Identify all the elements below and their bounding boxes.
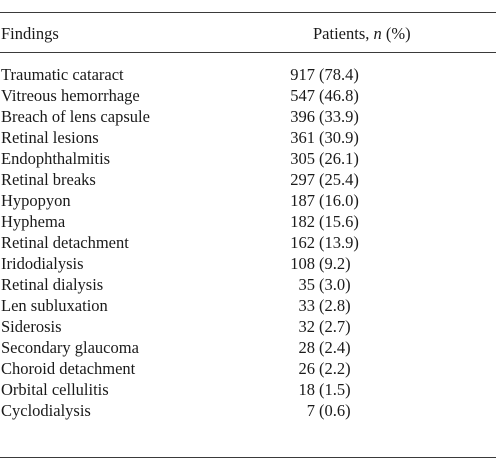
patient-percent-cell: (15.6) [319, 212, 359, 231]
patient-count-cell: 32 [298, 317, 316, 336]
table-row: Hyphema 182 (15.6) [0, 211, 496, 232]
table-row: Len subluxation 33 (2.8) [0, 295, 496, 316]
table-row: Iridodialysis 108 (9.2) [0, 253, 496, 274]
patient-percent-cell: (16.0) [319, 191, 359, 210]
table-row: Retinal detachment 162 (13.9) [0, 232, 496, 253]
patient-percent-cell: (25.4) [319, 170, 359, 189]
patient-percent-cell: (9.2) [319, 254, 351, 273]
finding-cell: Retinal lesions [1, 128, 99, 147]
patient-percent-cell: (2.8) [319, 296, 351, 315]
patient-percent-cell: (2.2) [319, 359, 351, 378]
finding-cell: Len subluxation [1, 296, 108, 315]
patient-percent-cell: (1.5) [319, 380, 351, 399]
table-row: Traumatic cataract 917 (78.4) [0, 64, 496, 85]
finding-cell: Cyclodialysis [1, 401, 91, 420]
patient-percent-cell: (26.1) [319, 149, 359, 168]
patients-header-prefix: Patients, [313, 24, 374, 43]
patient-count-cell: 547 [290, 86, 315, 105]
table-row: Breach of lens capsule 396 (33.9) [0, 106, 496, 127]
patient-percent-cell: (78.4) [319, 65, 359, 84]
finding-cell: Traumatic cataract [1, 65, 124, 84]
patient-count-cell: 26 [298, 359, 316, 378]
patient-count-cell: 187 [290, 191, 315, 210]
table-header-rule [0, 52, 496, 53]
table-row: Cyclodialysis 7 (0.6) [0, 400, 496, 421]
patient-count-cell: 7 [306, 401, 315, 420]
patient-percent-cell: (30.9) [319, 128, 359, 147]
finding-cell: Retinal dialysis [1, 275, 104, 294]
patient-count-cell: 917 [290, 65, 315, 84]
patient-count-cell: 182 [290, 212, 315, 231]
table-row: Choroid detachment 26 (2.2) [0, 358, 496, 379]
patient-count-cell: 18 [298, 380, 316, 399]
table-body: Traumatic cataract 917 (78.4) Vitreous hemo… [0, 64, 496, 421]
patient-percent-cell: (13.9) [319, 233, 359, 252]
finding-cell: Secondary glaucoma [1, 338, 139, 357]
finding-cell: Retinal detachment [1, 233, 129, 252]
table-row: Endophthalmitis 305 (26.1) [0, 148, 496, 169]
finding-cell: Hypopyon [1, 191, 71, 210]
patients-header-suffix: (%) [381, 24, 411, 43]
finding-cell: Retinal breaks [1, 170, 96, 189]
patients-header-n: n [373, 24, 382, 43]
finding-cell: Orbital cellulitis [1, 380, 109, 399]
patient-percent-cell: (46.8) [319, 86, 359, 105]
finding-cell: Hyphema [1, 212, 66, 231]
finding-cell: Siderosis [1, 317, 62, 336]
table-bottom-rule [0, 457, 496, 459]
finding-cell: Choroid detachment [1, 359, 136, 378]
patient-count-cell: 108 [290, 254, 315, 273]
finding-cell: Iridodialysis [1, 254, 84, 273]
table-row: Retinal dialysis 35 (3.0) [0, 274, 496, 295]
finding-cell: Breach of lens capsule [1, 107, 150, 126]
patient-percent-cell: (2.4) [319, 338, 351, 357]
patient-count-cell: 396 [290, 107, 315, 126]
patient-percent-cell: (0.6) [319, 401, 351, 420]
column-header-findings: Findings [1, 24, 59, 43]
patient-count-cell: 33 [298, 296, 316, 315]
patient-percent-cell: (2.7) [319, 317, 351, 336]
finding-cell: Vitreous hemorrhage [1, 86, 140, 105]
column-header-patients: Patients, n (%) [313, 24, 411, 44]
patient-percent-cell: (3.0) [319, 275, 351, 294]
table-row: Retinal lesions 361 (30.9) [0, 127, 496, 148]
table-row: Siderosis 32 (2.7) [0, 316, 496, 337]
table-row: Secondary glaucoma 28 (2.4) [0, 337, 496, 358]
table-row: Vitreous hemorrhage 547 (46.8) [0, 85, 496, 106]
table-row: Retinal breaks 297 (25.4) [0, 169, 496, 190]
table-row: Hypopyon 187 (16.0) [0, 190, 496, 211]
finding-cell: Endophthalmitis [1, 149, 111, 168]
patient-percent-cell: (33.9) [319, 107, 359, 126]
table-top-rule [0, 12, 496, 14]
patient-count-cell: 35 [298, 275, 316, 294]
patient-count-cell: 305 [290, 149, 315, 168]
table-row: Orbital cellulitis 18 (1.5) [0, 379, 496, 400]
patient-count-cell: 162 [290, 233, 315, 252]
patient-count-cell: 361 [290, 128, 315, 147]
patient-count-cell: 28 [298, 338, 316, 357]
patient-count-cell: 297 [290, 170, 315, 189]
